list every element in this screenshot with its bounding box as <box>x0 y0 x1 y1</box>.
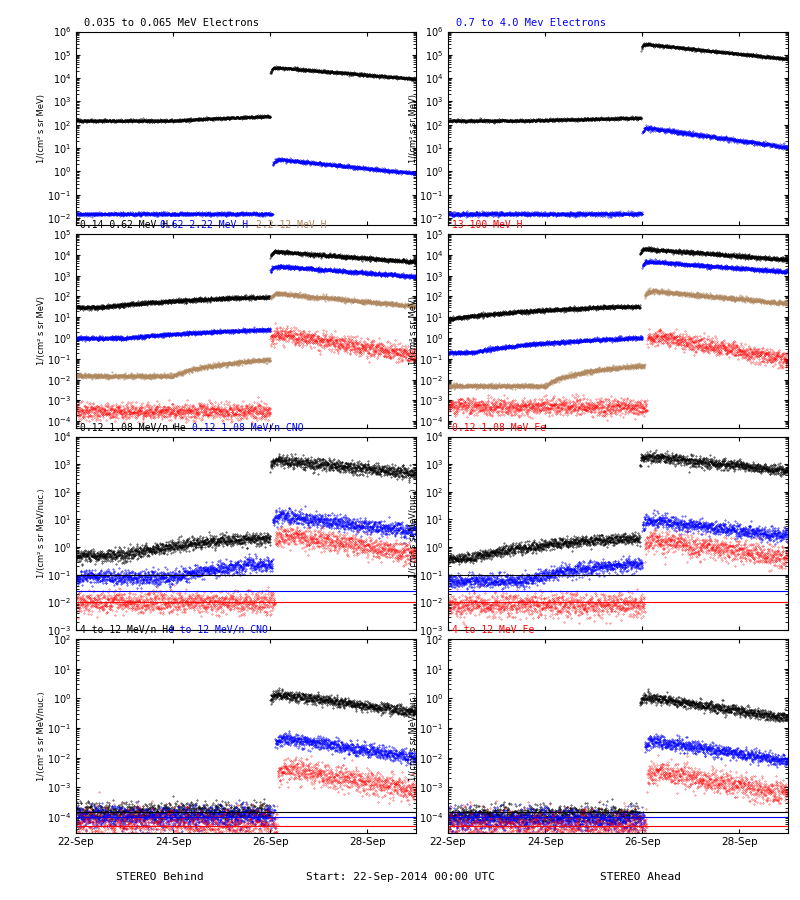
Text: 2.2-12 MeV H: 2.2-12 MeV H <box>256 220 326 230</box>
Text: 0.12-1.08 MeV/n CNO: 0.12-1.08 MeV/n CNO <box>192 423 304 433</box>
Text: 0.035 to 0.065 MeV Electrons: 0.035 to 0.065 MeV Electrons <box>84 18 259 28</box>
Y-axis label: 1/(cm² s sr MeV): 1/(cm² s sr MeV) <box>37 94 46 163</box>
Text: 4 to 12 MeV Fe: 4 to 12 MeV Fe <box>452 626 534 635</box>
Y-axis label: 1/(cm² s sr MeV/nuc.⟩: 1/(cm² s sr MeV/nuc.⟩ <box>409 489 418 578</box>
Text: 0.14-0.62 MeV H: 0.14-0.62 MeV H <box>80 220 168 230</box>
Text: 4 to 12 MeV/n He: 4 to 12 MeV/n He <box>80 626 174 635</box>
Text: STEREO Behind: STEREO Behind <box>116 872 204 882</box>
Y-axis label: 1/(cm² s sr MeV): 1/(cm² s sr MeV) <box>37 296 46 365</box>
Text: 0.12-1.08 MeV Fe: 0.12-1.08 MeV Fe <box>452 423 546 433</box>
Y-axis label: 1/(cm² s sr MeV/nuc.⟩: 1/(cm² s sr MeV/nuc.⟩ <box>409 691 418 780</box>
Text: 13-100 MeV H: 13-100 MeV H <box>452 220 522 230</box>
Text: 0.62-2.22 MeV H: 0.62-2.22 MeV H <box>160 220 248 230</box>
Y-axis label: 1/(cm² s sr MeV/nuc.⟩: 1/(cm² s sr MeV/nuc.⟩ <box>37 489 46 578</box>
Text: Start: 22-Sep-2014 00:00 UTC: Start: 22-Sep-2014 00:00 UTC <box>306 872 494 882</box>
Y-axis label: 1/(cm² s sr MeV): 1/(cm² s sr MeV) <box>409 296 418 365</box>
Text: STEREO Ahead: STEREO Ahead <box>599 872 681 882</box>
Text: 4 to 12 MeV/n CNO: 4 to 12 MeV/n CNO <box>168 626 268 635</box>
Text: 0.7 to 4.0 Mev Electrons: 0.7 to 4.0 Mev Electrons <box>456 18 606 28</box>
Y-axis label: 1/(cm² s sr MeV): 1/(cm² s sr MeV) <box>409 94 418 163</box>
Text: 0.12-1.08 MeV/n He: 0.12-1.08 MeV/n He <box>80 423 186 433</box>
Y-axis label: 1/(cm² s sr MeV/nuc.⟩: 1/(cm² s sr MeV/nuc.⟩ <box>37 691 46 780</box>
